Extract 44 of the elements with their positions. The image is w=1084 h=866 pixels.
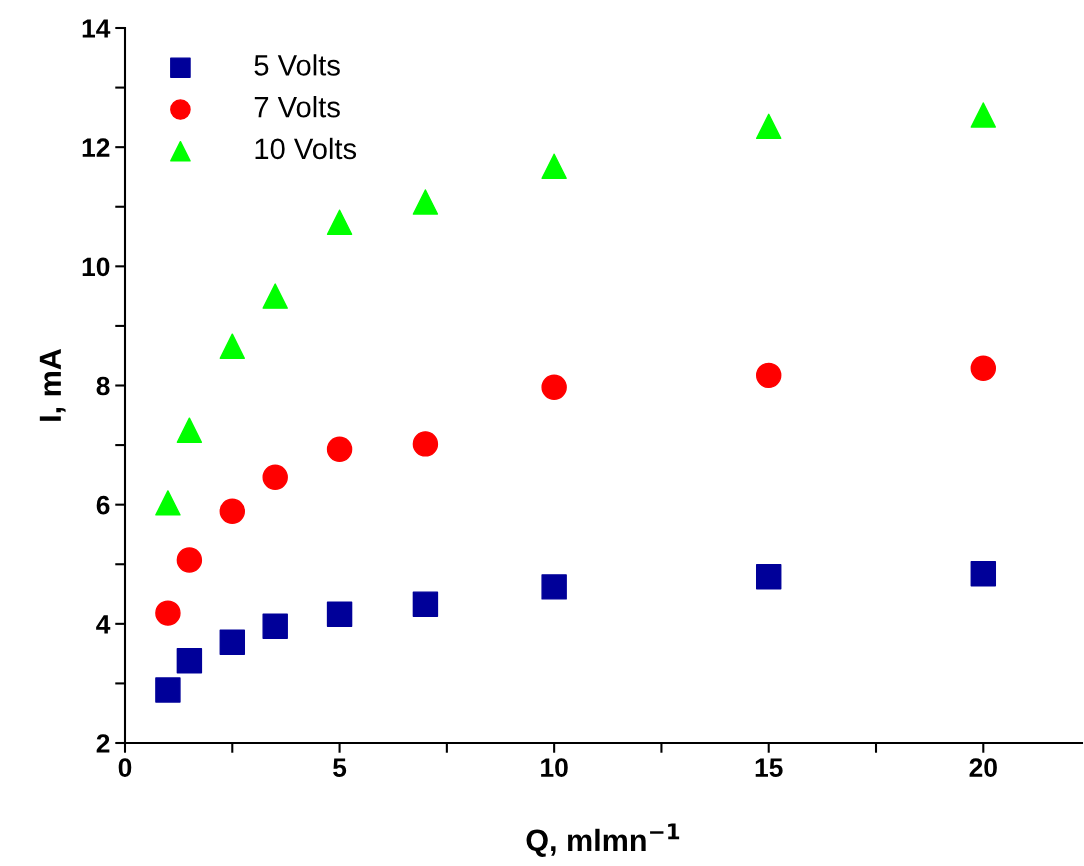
x-tick-label: 15 (755, 758, 783, 777)
point (155, 677, 181, 703)
point (219, 629, 246, 656)
point (970, 561, 997, 587)
legend-label: 10 Volts (255, 137, 357, 160)
point (176, 648, 203, 674)
point (755, 113, 782, 140)
x-tick-label: 5 (333, 758, 347, 777)
point (155, 600, 181, 626)
y-tick-label: 12 (82, 138, 110, 157)
point (262, 283, 288, 309)
y-tick-label: 6 (96, 495, 110, 515)
point (326, 436, 353, 462)
point (412, 431, 439, 457)
point (262, 613, 288, 639)
x-tick-label: 0 (118, 758, 132, 777)
point (262, 464, 288, 490)
point (755, 362, 782, 389)
point (176, 417, 203, 443)
point (155, 490, 181, 516)
y-tick-label: 4 (96, 615, 111, 634)
y-tick-label: 14 (82, 19, 111, 38)
point (412, 189, 439, 215)
x-axis-title: Q, mlmn$^{−1}$ (526, 823, 680, 857)
y-tick-label: 8 (96, 376, 110, 396)
point (326, 601, 353, 628)
point (326, 209, 353, 235)
point (219, 498, 246, 524)
y-tick-label: 2 (96, 734, 110, 753)
point (970, 102, 997, 128)
x-tick-label: 10 (541, 758, 568, 777)
point (755, 564, 782, 590)
legend-label: 5 Volts (254, 54, 340, 76)
legend-label: 7 Volts (254, 96, 340, 118)
point (541, 153, 567, 179)
point (970, 355, 997, 381)
point (176, 547, 203, 573)
point (541, 374, 567, 401)
y-tick-label: 10 (82, 257, 110, 277)
point (541, 574, 567, 600)
point (219, 333, 246, 359)
y-axis-title: I, mA (39, 348, 66, 421)
point (412, 591, 439, 617)
x-tick-label: 20 (969, 758, 997, 777)
